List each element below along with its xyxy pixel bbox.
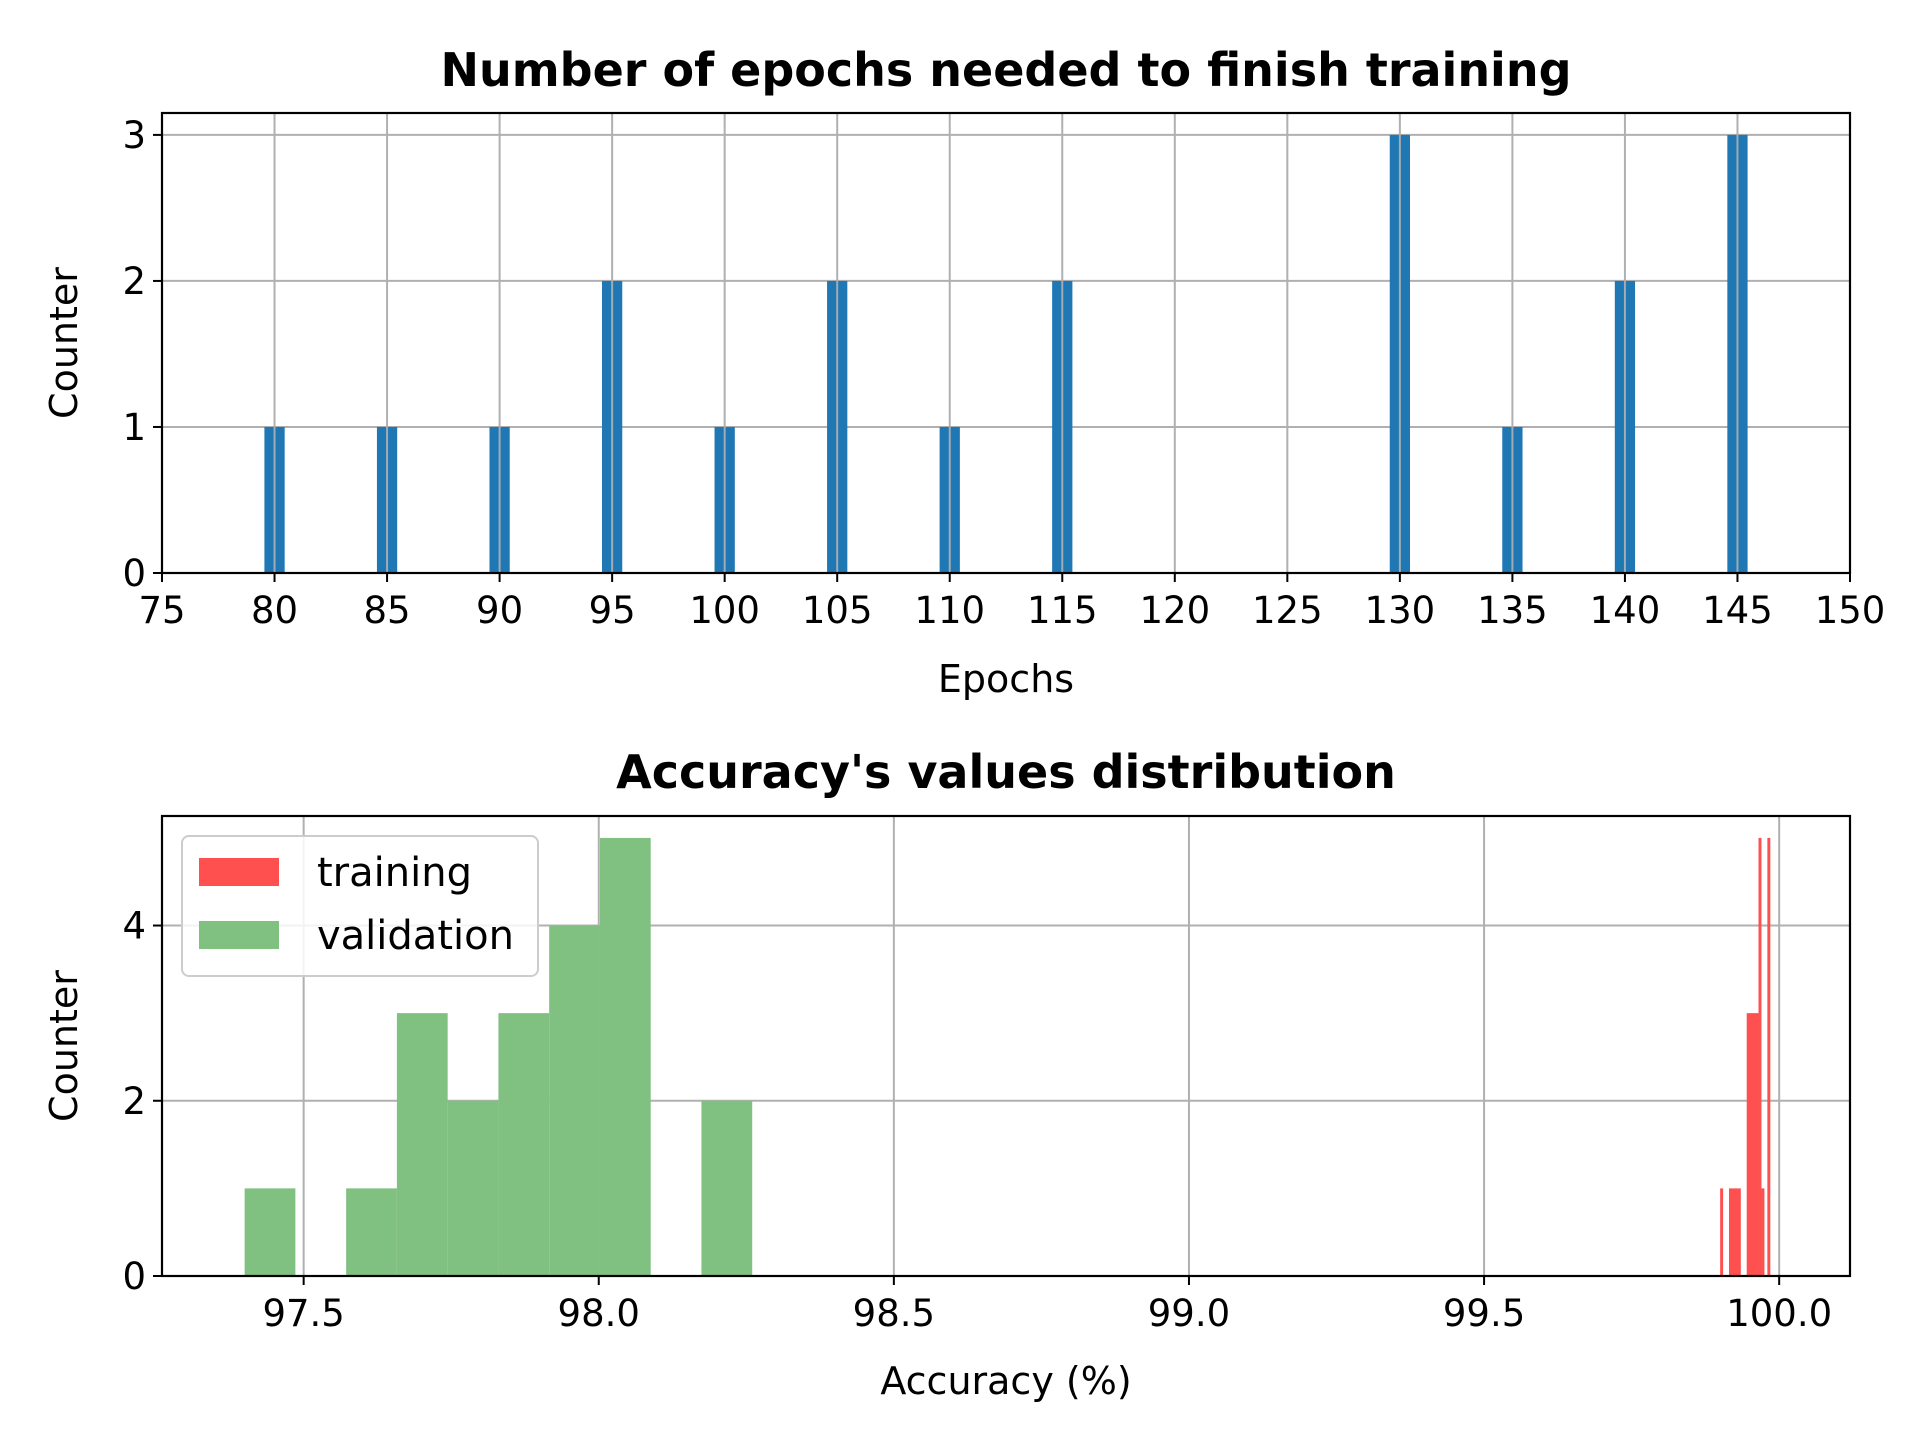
chart2-xtick-label: 98.0 [558,1292,640,1335]
legend-label-training: training [317,850,472,896]
chart2-xtick-label: 97.5 [262,1292,344,1335]
validation-hist-bar [396,1013,448,1276]
chart1-xtick-label: 150 [1815,589,1886,632]
chart2-bars [244,837,1771,1276]
chart2-xlabel: Accuracy (%) [880,1359,1131,1403]
chart1-xtick-label: 85 [364,589,411,632]
training-hist-bar [1729,1188,1741,1276]
chart2-ytick-label: 0 [122,1255,146,1298]
chart1-xtick-label: 140 [1590,589,1661,632]
chart1-xtick-label: 75 [138,589,185,632]
chart1-xtick-label: 90 [476,589,523,632]
training-hist-bar [1758,837,1762,1276]
legend-swatch-training [199,858,279,886]
training-hist-bar [1746,1013,1759,1276]
chart2-legend: training validation [181,835,539,977]
chart1-xtick-label: 110 [914,589,985,632]
chart1-xtick-label: 135 [1477,589,1548,632]
chart1-xtick-label: 100 [689,589,760,632]
chart2-xtick-label: 98.5 [853,1292,935,1335]
chart1-frame [160,111,1852,575]
chart1-ytick-label: 0 [122,552,146,595]
chart1-xtick-label: 95 [589,589,636,632]
chart1-xtick-label: 105 [802,589,873,632]
chart1-ytick-label: 2 [122,260,146,303]
validation-hist-bar [549,925,600,1276]
chart1-xtick-label: 125 [1252,589,1323,632]
chart2-xtick-label: 100.0 [1726,1292,1832,1335]
legend-label-validation: validation [317,913,514,959]
chart2-frame [160,814,1852,1278]
chart2-xtick-label: 99.0 [1148,1292,1230,1335]
chart1-xtick-label: 80 [251,589,298,632]
training-hist-bar [1761,1188,1765,1276]
training-hist-bar [1720,1188,1724,1276]
chart2-ytick-label: 4 [122,905,146,948]
chart1-xtick-label: 145 [1702,589,1773,632]
chart2-ticks: 97.5 98.0 98.5 99.0 99.5 100.0 0 2 4 [122,905,1832,1335]
chart2-ytick-label: 2 [122,1080,146,1123]
chart1-xlabel: Epochs [938,657,1074,701]
validation-hist-bar [498,1013,550,1276]
training-hist-bar [1767,837,1771,1276]
chart1-ylabel: Counter [42,267,86,419]
chart2-xtick-label: 99.5 [1443,1292,1525,1335]
validation-hist-bar [447,1100,499,1276]
validation-hist-bar [701,1100,753,1276]
chart1-xtick-label: 130 [1365,589,1436,632]
chart1-bars [264,134,1748,573]
chart1-xtick-label: 120 [1139,589,1210,632]
chart1-ytick-label: 1 [122,406,146,449]
validation-hist-bar [346,1188,397,1276]
chart1-ytick-label: 3 [122,114,146,157]
validation-hist-bar [244,1188,296,1276]
chart2-ylabel: Counter [42,970,86,1122]
validation-hist-bar [599,837,651,1276]
legend-swatch-validation [199,921,279,949]
chart2-title: Accuracy's values distribution [616,745,1396,799]
accuracy-histogram-chart: Accuracy's values distribution 97.5 98.0 9… [42,745,1852,1403]
epochs-histogram-chart: Number of epochs needed to finish traini… [42,43,1885,701]
chart1-ticks: 75 80 85 90 95 100 105 110 115 120 125 130 135 140 145… [122,114,1885,632]
chart1-title: Number of epochs needed to finish traini… [440,43,1571,97]
chart1-xtick-label: 115 [1027,589,1098,632]
